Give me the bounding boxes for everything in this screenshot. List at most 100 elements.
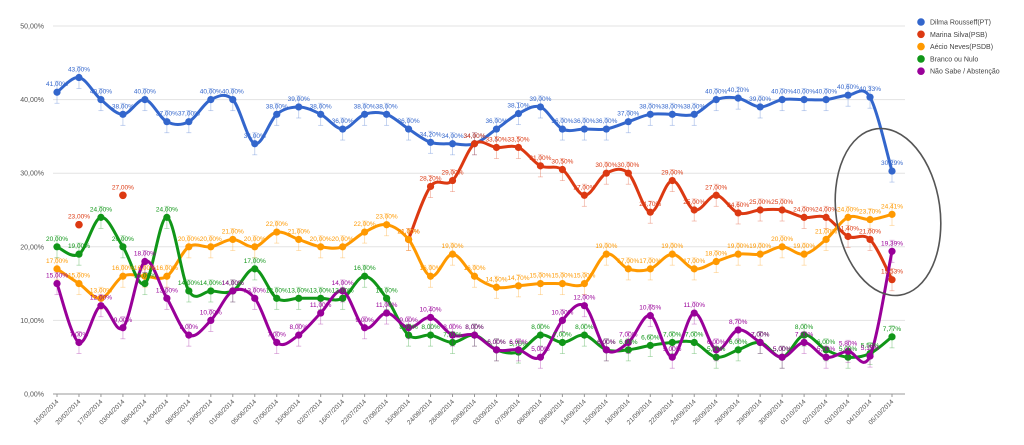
series-1-data-label: 27,00%: [573, 184, 595, 191]
series-2-data-label: 14,70%: [507, 275, 529, 282]
series-2-data-label: 20,00%: [244, 236, 266, 243]
series-1-point: [426, 182, 435, 191]
series-3-data-label: 8,00%: [421, 324, 440, 331]
series-3-data-label: 6,60%: [641, 334, 660, 341]
series-4-point: [668, 353, 676, 361]
series-2-data-label: 17,00%: [617, 258, 639, 265]
x-axis-ticks: 15/02/201420/02/201417/03/201403/04/2014…: [32, 394, 896, 426]
series-2-data-label: 19,00%: [661, 243, 683, 250]
series-3-data-label: 13,00%: [376, 287, 398, 294]
series-0-point: [536, 103, 545, 111]
series-2-data-label: 17,00%: [639, 258, 661, 265]
series-0-point: [558, 125, 566, 133]
series-3-point: [690, 338, 698, 347]
series-0-point: [800, 96, 808, 104]
legend-marker: [917, 42, 925, 51]
series-1-data-label: 33,50%: [485, 136, 507, 143]
series-1-point: [734, 209, 742, 217]
series-2-point: [295, 235, 303, 244]
series-3-data-label: 13,00%: [266, 287, 288, 294]
series-0-data-label: 40,20%: [727, 87, 749, 94]
series-3-point: [119, 243, 127, 251]
y-tick-label: 10,00%: [20, 318, 44, 325]
legend-marker: [917, 18, 925, 26]
series-0-data-label: 40,00%: [815, 89, 837, 96]
series-2-point: [822, 235, 830, 244]
y-tick-label: 50,00%: [20, 24, 44, 31]
series-0-point: [361, 110, 369, 118]
series-0-point: [492, 125, 501, 133]
series-2-data-label: 17,00%: [683, 258, 705, 265]
series-2-data-label: 15,00%: [529, 273, 551, 280]
series-0-data-label: 34,00%: [463, 133, 485, 140]
series-0-data-label: 38,00%: [310, 103, 332, 110]
series-3-data-label: 14,00%: [200, 280, 222, 287]
series-4-data-label: 11,00%: [376, 302, 398, 309]
series-4-data-label: 10,65%: [639, 305, 661, 312]
series-4-point: [558, 316, 566, 324]
series-4-data-label: 5,00%: [531, 346, 550, 353]
series-2-point: [53, 265, 61, 273]
series-2-data-label: 20,00%: [200, 236, 222, 243]
series-0-data-label: 38,00%: [354, 103, 376, 110]
series-0-point: [97, 96, 105, 104]
series-3-data-label: 13,00%: [288, 287, 310, 294]
series-3-data-label: 7,00%: [685, 331, 704, 338]
series-4-point: [404, 324, 413, 332]
y-axis-ticks: 0,00% 10,00% 20,00% 30,00% 40,00% 50,00%: [20, 24, 44, 399]
series-4-data-label: 19,39%: [881, 240, 903, 247]
series-4-point: [229, 287, 237, 295]
series-0-point: [844, 91, 852, 99]
series-4-point: [295, 331, 303, 339]
series-2-point: [844, 213, 852, 221]
series-4-data-label: 5,00%: [663, 346, 682, 353]
series-0-data-label: 40,00%: [793, 89, 815, 96]
series-2-point: [97, 294, 105, 302]
series-4-point: [426, 313, 435, 322]
series-2-point: [602, 250, 610, 258]
series-0-point: [668, 110, 676, 118]
series-2-point: [646, 265, 654, 273]
series-1-point: [690, 206, 698, 214]
series-3-point: [426, 331, 435, 339]
series-0-point: [514, 109, 523, 118]
series-4-point: [97, 302, 105, 310]
series-0-data-label: 39,00%: [288, 96, 310, 103]
series-3-data-label: 6,00%: [817, 339, 836, 346]
series-0-point: [712, 96, 720, 104]
series-4-data-label: 12,00%: [573, 295, 595, 302]
series-0-point: [448, 140, 457, 148]
series-4-point: [273, 338, 281, 347]
series-0-data-label: 43,00%: [68, 67, 90, 74]
series-0-data-label: 40,00%: [90, 89, 112, 96]
series-1-point: [712, 191, 720, 199]
series-2-data-label: 16,00%: [156, 265, 178, 272]
series-2-point: [778, 243, 786, 251]
series-2-point: [361, 228, 369, 236]
series-2-data-label: 20,00%: [310, 236, 332, 243]
series-4-point: [361, 324, 369, 332]
series-2-point: [624, 265, 632, 273]
series-0-data-label: 39,00%: [749, 96, 771, 103]
series-0-data-label: 36,00%: [573, 118, 595, 125]
series-0-point: [295, 103, 303, 111]
series-0-point: [646, 110, 654, 118]
series-0-point: [273, 110, 281, 118]
series-0-point: [339, 125, 347, 133]
series-3-point: [163, 213, 171, 221]
series-3-point: [668, 338, 676, 347]
series-3-point: [185, 287, 193, 295]
series-2-data-label: 21,00%: [398, 228, 420, 235]
series-3-point: [404, 331, 413, 339]
series-2-point: [229, 235, 237, 244]
series-1-extra-point: [119, 191, 127, 200]
series-4-data-label: 12,00%: [90, 295, 112, 302]
series-2-data-label: 15,00%: [573, 273, 595, 280]
series-1-data-label: 27,00%: [112, 184, 134, 191]
series-2-data-label: 15,00%: [551, 273, 573, 280]
series-0-data-label: 38,00%: [661, 103, 683, 110]
series-3-data-label: 13,00%: [332, 287, 354, 294]
legend: Dilma Rousseff(PT) Marina Silva(PSB) Aécio…: [917, 18, 1000, 76]
series-3-point: [448, 338, 457, 347]
series-4-point: [185, 331, 193, 339]
